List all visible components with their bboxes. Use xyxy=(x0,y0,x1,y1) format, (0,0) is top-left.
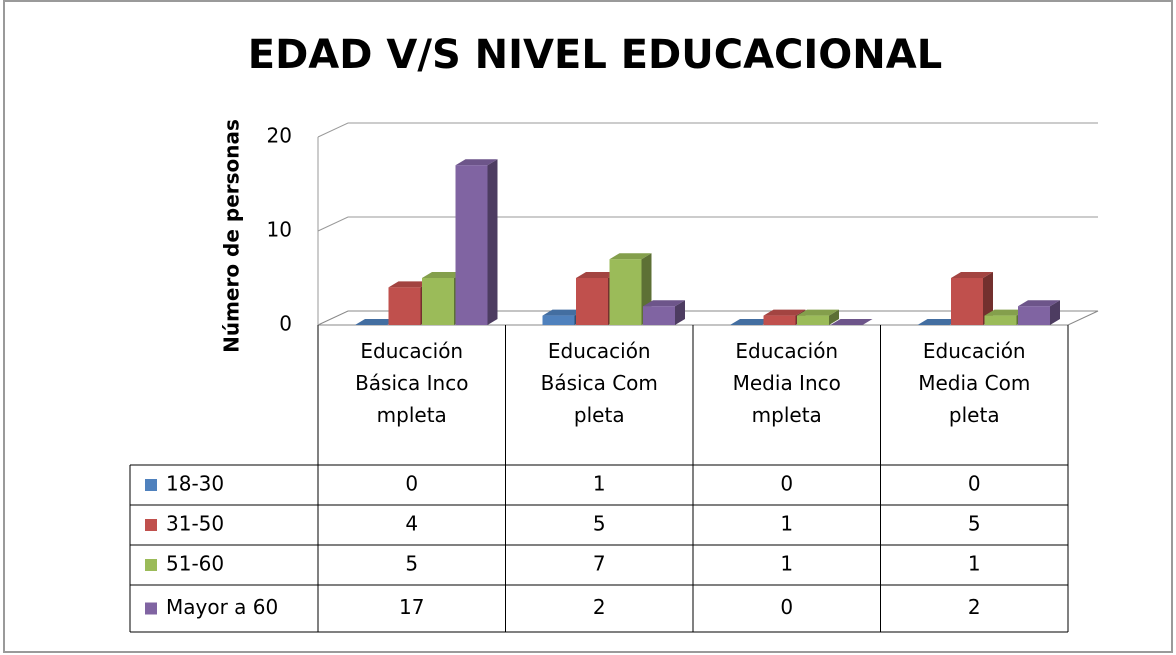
bar xyxy=(576,278,608,325)
bar-side xyxy=(983,272,993,325)
category-cell: Educación Media Incompleta xyxy=(732,339,841,427)
bar xyxy=(542,315,575,325)
bar-top xyxy=(609,253,652,260)
bar xyxy=(1018,306,1050,325)
y-axis-label: Número de personas xyxy=(220,119,244,353)
bar-top xyxy=(576,272,618,278)
bar-side xyxy=(1050,300,1060,325)
table-value: 4 xyxy=(405,512,418,536)
bar-top xyxy=(830,319,873,325)
table-value: 7 xyxy=(593,552,606,576)
table-value: 2 xyxy=(593,595,606,619)
y-tick-label: 20 xyxy=(267,124,292,148)
y-tick-label: 10 xyxy=(267,218,292,242)
table-value: 1 xyxy=(780,512,793,536)
x-tick-label: Educación Básica Incompleta xyxy=(355,339,469,427)
table-value: 1 xyxy=(780,552,793,576)
table-value: 5 xyxy=(593,512,606,536)
bar-top xyxy=(643,300,685,307)
bar xyxy=(797,315,829,325)
legend-swatch xyxy=(145,559,157,571)
chart-frame xyxy=(3,0,1173,653)
bar xyxy=(763,315,796,325)
bar-top xyxy=(763,309,806,316)
table-value: 17 xyxy=(399,595,424,619)
chart-title: EDAD V/S NIVEL EDUCACIONAL xyxy=(248,32,942,78)
bar-top xyxy=(388,281,431,288)
bar-top xyxy=(917,319,960,325)
table-value: 1 xyxy=(968,552,981,576)
legend-label: Mayor a 60 xyxy=(166,595,278,619)
bar xyxy=(643,306,675,325)
bar-top xyxy=(455,159,498,166)
grid-line xyxy=(317,216,1098,232)
bar-top xyxy=(797,309,839,316)
bar xyxy=(388,287,421,325)
category-cell: Educación Básica Completa xyxy=(540,339,658,427)
grid-line xyxy=(317,122,1098,138)
table-value: 5 xyxy=(405,552,418,576)
bar xyxy=(609,259,642,325)
bar xyxy=(455,165,488,325)
legend-swatch xyxy=(145,519,157,531)
bar xyxy=(951,278,983,325)
table-value: 1 xyxy=(593,472,606,496)
bar-top xyxy=(984,309,1027,316)
legend-swatch xyxy=(145,602,157,615)
table-value: 0 xyxy=(405,472,418,496)
table-value: 5 xyxy=(968,512,981,536)
table-value: 2 xyxy=(968,595,981,619)
bar-top xyxy=(951,272,993,278)
bar-top xyxy=(355,319,397,325)
x-tick-label: Educación Media Incompleta xyxy=(732,339,841,427)
bar-top xyxy=(1018,300,1060,307)
bar xyxy=(984,315,1017,325)
table-value: 0 xyxy=(780,472,793,496)
bar-side xyxy=(675,300,685,325)
bar-top xyxy=(542,309,585,316)
bar-top xyxy=(730,319,772,325)
table-value: 0 xyxy=(968,472,981,496)
bar-side xyxy=(487,159,498,325)
y-tick-label: 0 xyxy=(279,312,292,336)
bar-side xyxy=(829,309,839,325)
bar-top xyxy=(422,272,464,278)
table-value: 0 xyxy=(780,595,793,619)
category-cell: Educación Básica Incompleta xyxy=(355,339,469,427)
x-tick-label: Educación Básica Completa xyxy=(540,339,658,427)
legend-label: 51-60 xyxy=(166,552,224,576)
bar xyxy=(422,278,454,325)
legend-label: 18-30 xyxy=(166,472,224,496)
category-cell: Educación Media Completa xyxy=(918,339,1031,427)
legend-swatch xyxy=(145,479,157,491)
legend-label: 31-50 xyxy=(166,512,224,536)
x-tick-label: Educación Media Completa xyxy=(918,339,1031,427)
